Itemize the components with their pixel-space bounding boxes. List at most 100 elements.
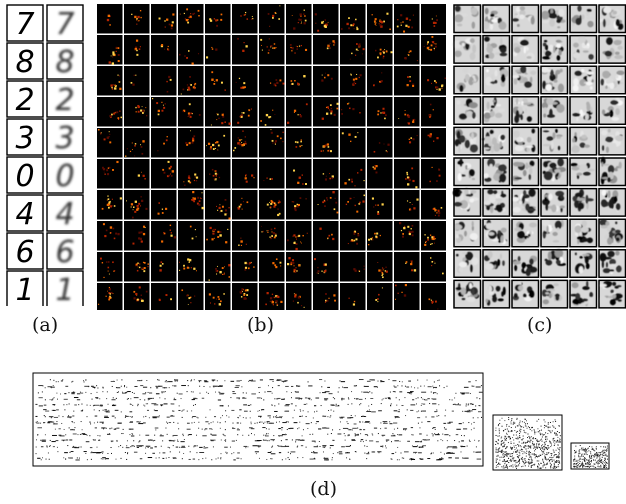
heatmap-cell xyxy=(286,4,312,34)
filter-cell xyxy=(569,96,598,126)
heatmap-cell xyxy=(151,4,177,34)
digit-reconstruction-7: 6 xyxy=(46,232,84,270)
panel-d-sparse-matrices xyxy=(32,372,610,471)
heatmap-cell xyxy=(205,159,231,189)
svg-text:0: 0 xyxy=(15,159,34,194)
heatmap-cell xyxy=(151,159,177,189)
heatmap-cell xyxy=(421,66,446,96)
heatmap-cell xyxy=(340,221,366,251)
heatmap-cell xyxy=(232,4,258,34)
filter-cell xyxy=(511,34,540,64)
heatmap-cell xyxy=(205,128,231,158)
heatmap-cell xyxy=(313,97,339,127)
svg-text:1: 1 xyxy=(55,273,74,306)
filter-cell xyxy=(540,34,569,64)
heatmap-cell xyxy=(232,128,258,158)
filter-cell xyxy=(482,279,511,309)
heatmap-cell xyxy=(97,252,123,282)
heatmap-cell xyxy=(313,128,339,158)
heatmap-cell xyxy=(367,283,393,310)
heatmap-cell xyxy=(151,35,177,65)
heatmap-cell xyxy=(421,128,446,158)
heatmap-cell xyxy=(421,221,446,251)
heatmap-cell xyxy=(178,252,204,282)
heatmap-cell xyxy=(340,128,366,158)
heatmap-cell xyxy=(97,190,123,220)
heatmap-cell xyxy=(124,283,150,310)
heatmap-cell xyxy=(124,221,150,251)
filter-cell xyxy=(540,187,569,217)
filter-cell xyxy=(482,65,511,95)
heatmap-cell xyxy=(367,252,393,282)
filter-cell xyxy=(540,157,569,187)
heatmap-cell xyxy=(286,283,312,310)
filter-cell xyxy=(482,218,511,248)
filter-cell xyxy=(569,65,598,95)
heatmap-cell xyxy=(259,159,285,189)
heatmap-cell xyxy=(205,221,231,251)
filter-cell xyxy=(511,126,540,156)
heatmap-cell xyxy=(313,159,339,189)
heatmap-cell xyxy=(367,35,393,65)
filter-cell xyxy=(598,157,626,187)
svg-text:2: 2 xyxy=(55,83,74,118)
filter-cell xyxy=(453,157,482,187)
panel-a-digits: 7 78 82 23 30 04 46 61 1 xyxy=(6,4,84,306)
heatmap-cell xyxy=(151,283,177,310)
heatmap-cell xyxy=(367,221,393,251)
heatmap-cell xyxy=(232,66,258,96)
filter-cell xyxy=(482,34,511,64)
svg-text:2: 2 xyxy=(15,83,34,118)
heatmap-cell xyxy=(205,97,231,127)
heatmap-cell xyxy=(394,128,420,158)
svg-text:0: 0 xyxy=(55,159,74,194)
filter-cell xyxy=(482,249,511,279)
heatmap-cell xyxy=(367,66,393,96)
svg-text:6: 6 xyxy=(55,235,74,270)
heatmap-cell xyxy=(124,128,150,158)
filter-cell xyxy=(540,126,569,156)
heatmap-cell xyxy=(178,159,204,189)
filter-cell xyxy=(598,96,626,126)
svg-text:3: 3 xyxy=(15,121,34,156)
heatmap-cell xyxy=(286,66,312,96)
heatmap-cell xyxy=(151,221,177,251)
heatmap-cell xyxy=(97,128,123,158)
heatmap-cell xyxy=(97,159,123,189)
svg-text:6: 6 xyxy=(15,235,34,270)
heatmap-cell xyxy=(394,66,420,96)
heatmap-cell xyxy=(313,190,339,220)
heatmap-cell xyxy=(286,128,312,158)
heatmap-cell xyxy=(421,283,446,310)
heatmap-cell xyxy=(205,66,231,96)
heatmap-cell xyxy=(232,159,258,189)
activation-matrix-1 xyxy=(32,372,484,467)
heatmap-cell xyxy=(286,252,312,282)
heatmap-cell xyxy=(313,35,339,65)
digit-original-6: 4 xyxy=(6,194,44,232)
filter-cell xyxy=(453,279,482,309)
heatmap-cell xyxy=(313,252,339,282)
heatmap-cell xyxy=(124,159,150,189)
heatmap-cell xyxy=(367,128,393,158)
heatmap-cell xyxy=(340,190,366,220)
panel-a-label: (a) xyxy=(32,314,59,336)
heatmap-cell xyxy=(286,97,312,127)
heatmap-cell xyxy=(286,35,312,65)
heatmap-cell xyxy=(124,190,150,220)
filter-cell xyxy=(569,279,598,309)
filter-cell xyxy=(598,126,626,156)
filter-cell xyxy=(598,218,626,248)
heatmap-cell xyxy=(259,4,285,34)
heatmap-cell xyxy=(124,252,150,282)
heatmap-cell xyxy=(124,66,150,96)
filter-cell xyxy=(569,249,598,279)
panel-b-heatmap-grid xyxy=(97,4,446,310)
filter-cell xyxy=(481,126,511,156)
heatmap-cell xyxy=(286,190,312,220)
filter-cell xyxy=(569,126,598,156)
filter-cell xyxy=(482,4,511,34)
digit-reconstruction-5: 0 xyxy=(46,156,84,194)
svg-text:7: 7 xyxy=(55,7,74,42)
heatmap-cell xyxy=(259,283,285,310)
